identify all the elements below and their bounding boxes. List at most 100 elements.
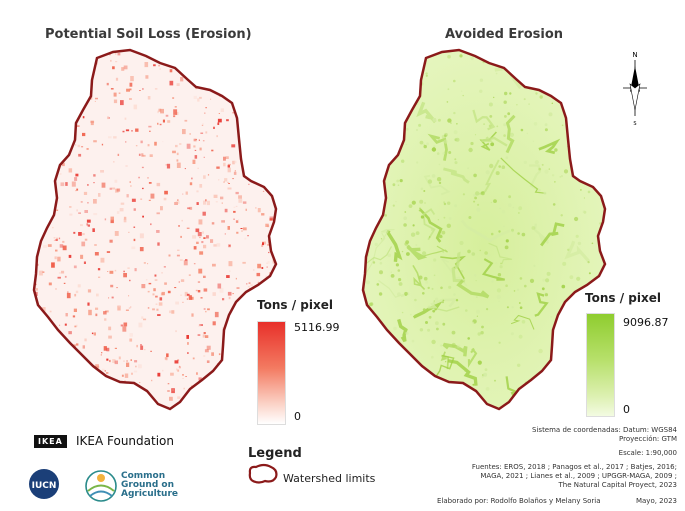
soil-loss-pixel — [263, 318, 267, 321]
soil-loss-pixel — [176, 152, 179, 156]
soil-loss-pixel — [106, 372, 109, 374]
soil-loss-pixel — [183, 387, 185, 390]
soil-loss-pixel — [164, 282, 167, 285]
soil-loss-pixel — [201, 241, 204, 244]
avoided-erosion-pixel — [571, 142, 575, 146]
soil-loss-pixel — [157, 110, 159, 114]
avoided-erosion-pixel — [375, 194, 380, 199]
soil-loss-pixel — [82, 94, 85, 97]
soil-loss-pixel — [121, 374, 124, 377]
avoided-erosion-pixel — [416, 161, 419, 164]
soil-loss-pixel — [172, 150, 176, 154]
soil-loss-pixel — [94, 244, 97, 246]
avoided-erosion-ridge — [397, 318, 408, 343]
soil-loss-pixel — [271, 283, 275, 286]
soil-loss-pixel — [187, 342, 189, 345]
avoided-erosion-pixel — [368, 398, 372, 401]
soil-loss-pixel — [216, 166, 220, 169]
avoided-erosion-pixel — [567, 76, 570, 79]
avoided-erosion-pixel — [443, 139, 448, 144]
soil-loss-pixel — [84, 390, 88, 393]
soil-loss-pixel — [36, 166, 40, 171]
avoided-erosion-pixel — [447, 88, 450, 91]
soil-loss-pixel — [169, 60, 172, 63]
soil-loss-pixel — [62, 240, 65, 243]
soil-loss-pixel — [206, 235, 209, 239]
soil-loss-pixel — [200, 297, 203, 299]
soil-loss-pixel — [100, 354, 102, 356]
soil-loss-pixel — [198, 377, 202, 381]
avoided-erosion-pixel — [377, 90, 381, 94]
soil-loss-pixel — [234, 84, 239, 91]
soil-loss-pixel — [200, 132, 204, 134]
avoided-erosion-pixel — [484, 368, 488, 371]
avoided-erosion-ridge — [416, 101, 437, 124]
soil-loss-pixel — [242, 261, 246, 264]
soil-loss-pixel — [262, 242, 264, 246]
soil-loss-pixel — [232, 112, 234, 114]
soil-loss-pixel — [117, 52, 121, 56]
soil-loss-pixel — [243, 391, 247, 396]
soil-loss-pixel — [249, 177, 253, 179]
soil-loss-pixel — [201, 404, 204, 408]
soil-loss-pixel — [231, 82, 234, 85]
avoided-erosion-pixel — [602, 306, 605, 311]
soil-loss-pixel — [213, 57, 218, 63]
soil-loss-pixel — [49, 310, 52, 313]
avoided-erosion-pixel — [367, 125, 372, 130]
soil-loss-pixel — [80, 224, 83, 227]
soil-loss-pixel — [235, 205, 238, 207]
soil-loss-pixel — [76, 209, 78, 212]
avoided-erosion-pixel — [392, 204, 395, 207]
soil-loss-pixel — [234, 376, 239, 382]
soil-loss-pixel — [54, 386, 57, 388]
soil-loss-pixel — [120, 324, 124, 327]
soil-loss-pixel — [167, 390, 170, 392]
soil-loss-pixel — [199, 68, 202, 70]
avoided-erosion-ridge — [442, 342, 468, 357]
avoided-erosion-legend-title: Tons / pixel — [585, 291, 661, 305]
soil-loss-pixel — [246, 377, 250, 379]
avoided-erosion-ridge — [412, 300, 443, 319]
soil-loss-pixel — [218, 353, 221, 356]
soil-loss-pixel — [167, 120, 171, 123]
soil-loss-pixel — [120, 404, 122, 406]
soil-loss-pixel — [135, 128, 139, 132]
avoided-erosion-pixel — [526, 132, 528, 135]
soil-loss-pixel — [139, 247, 144, 252]
soil-loss-pixel — [211, 81, 213, 84]
soil-loss-pixel — [266, 266, 268, 268]
soil-loss-pixel — [122, 130, 125, 133]
soil-loss-pixel — [213, 126, 215, 129]
soil-loss-pixel — [208, 72, 211, 75]
soil-loss-pixel — [75, 324, 78, 327]
avoided-erosion-pixel — [548, 112, 553, 117]
soil-loss-pixel — [251, 127, 256, 131]
soil-loss-pixel — [83, 261, 86, 264]
avoided-erosion-pixel — [442, 384, 447, 389]
soil-loss-pixel — [250, 304, 252, 307]
soil-loss-pixel — [192, 77, 196, 81]
soil-loss-pixel — [217, 122, 220, 125]
iucn-logo: IUCN — [29, 469, 59, 499]
avoided-erosion-pixel — [529, 278, 535, 283]
soil-loss-pixel — [82, 345, 85, 349]
soil-loss-pixel — [218, 113, 220, 114]
avoided-erosion-pixel — [445, 361, 447, 363]
soil-loss-legend-title: Tons / pixel — [257, 298, 333, 312]
soil-loss-pixel — [237, 313, 239, 316]
soil-loss-pixel — [221, 202, 223, 204]
soil-loss-pixel — [225, 61, 228, 63]
soil-loss-pixel — [182, 301, 184, 303]
soil-loss-pixel — [125, 309, 129, 311]
soil-loss-pixel — [244, 237, 247, 240]
soil-loss-pixel — [203, 383, 207, 387]
avoided-erosion-pixel — [511, 306, 514, 309]
ikea-foundation-name: IKEA Foundation — [76, 434, 174, 448]
soil-loss-pixel — [94, 100, 96, 102]
avoided-erosion-pixel — [484, 251, 488, 255]
avoided-erosion-pixel — [425, 280, 429, 284]
soil-loss-pixel — [154, 88, 158, 90]
soil-loss-pixel — [112, 359, 116, 363]
soil-loss-pixel — [224, 69, 227, 72]
